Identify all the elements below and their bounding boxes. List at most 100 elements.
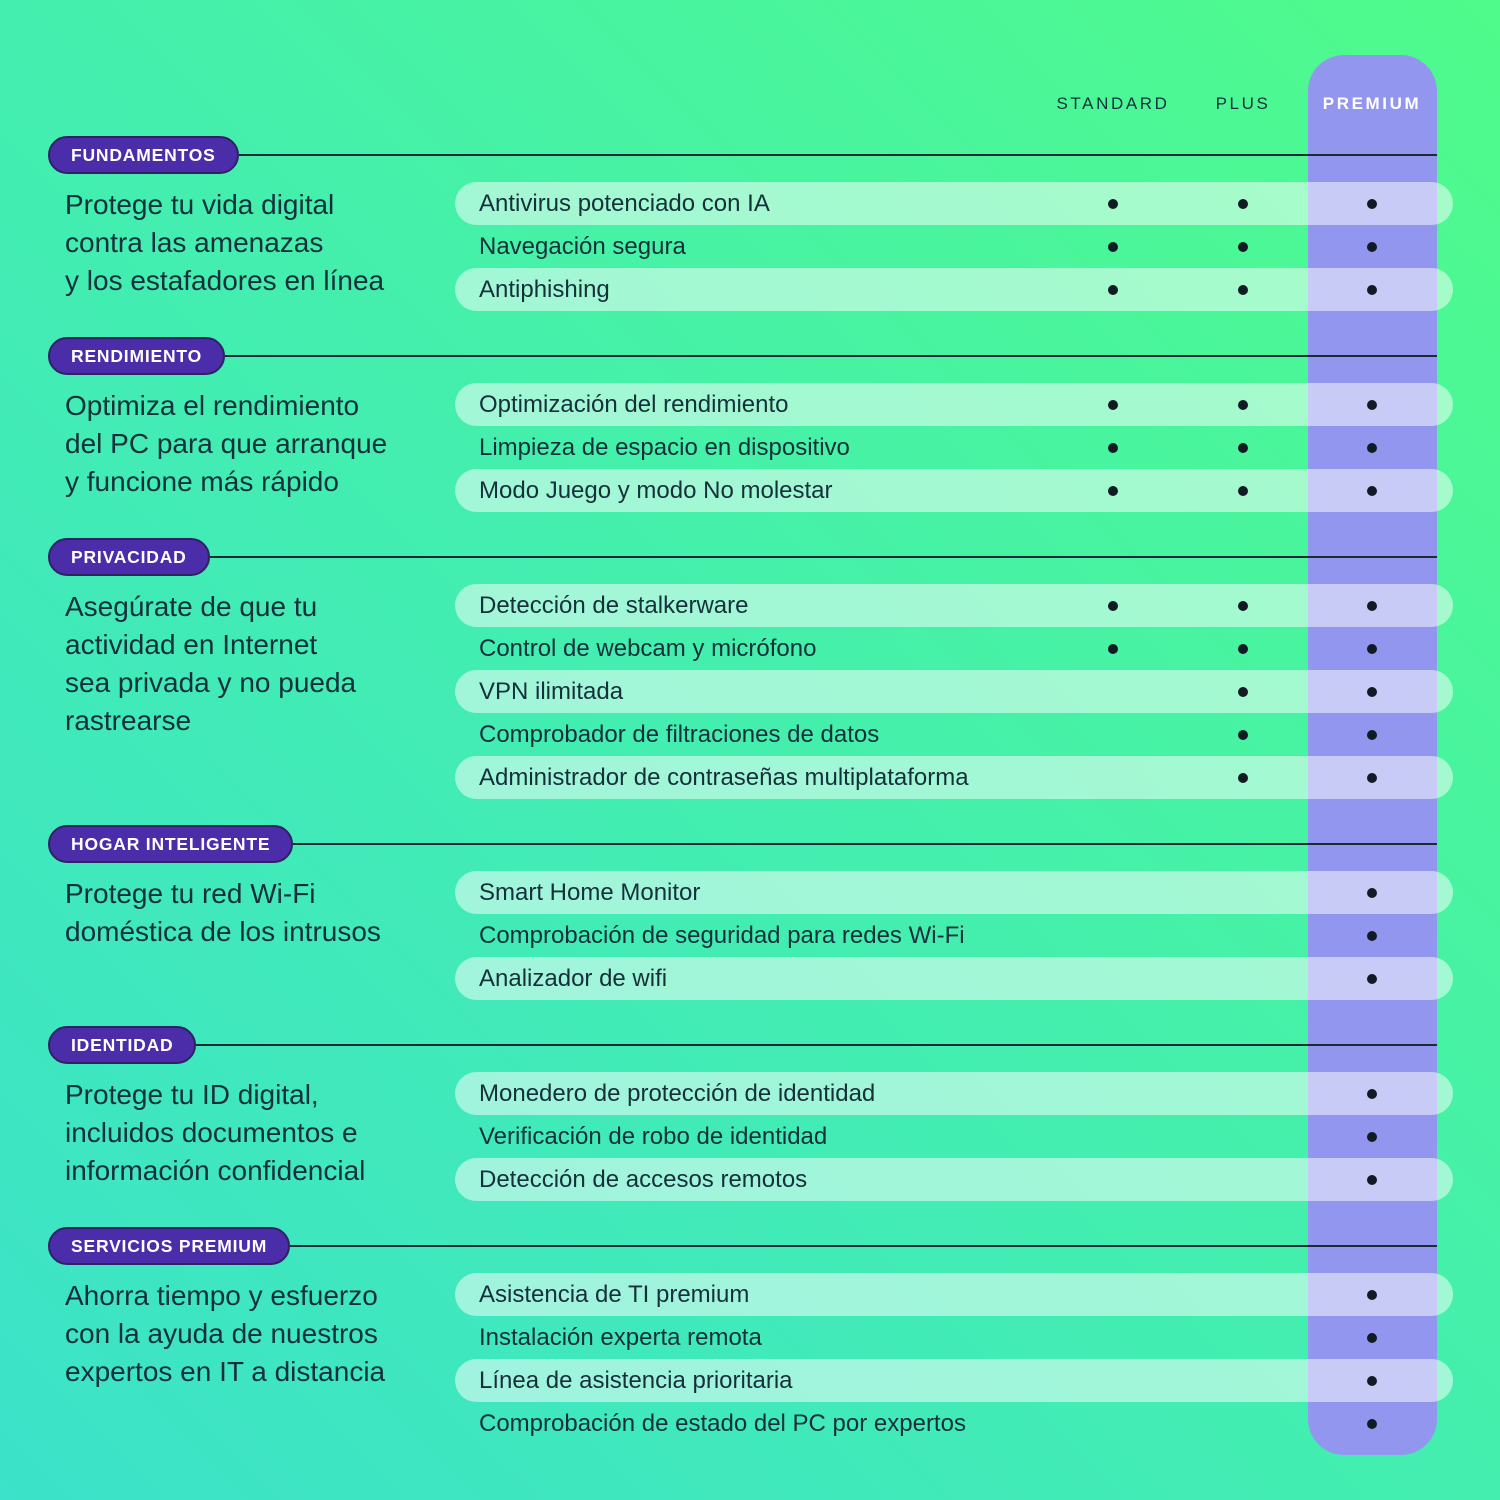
section-body: Optimiza el rendimiento del PC para que … xyxy=(48,383,1453,512)
section-badge: FUNDAMENTOS xyxy=(48,136,239,174)
feature-row: Analizador de wifi xyxy=(455,957,1453,1000)
tier-dot-premium xyxy=(1367,930,1377,941)
feature-row: Navegación segura xyxy=(455,225,1453,268)
tier-dot-standard xyxy=(1108,399,1118,410)
feature-label: Monedero de protección de identidad xyxy=(479,1079,876,1107)
tier-dot-premium xyxy=(1367,442,1377,453)
feature-label: Comprobación de estado del PC por expert… xyxy=(479,1409,966,1437)
plan-header-standard: STANDARD xyxy=(1056,94,1170,113)
section-description: Asegúrate de que tu actividad en Interne… xyxy=(65,591,357,736)
tier-dot-premium xyxy=(1367,1131,1377,1142)
section-badge-row: RENDIMIENTO xyxy=(48,337,1453,375)
tier-dot-premium xyxy=(1367,1088,1377,1099)
feature-label: Comprobación de seguridad para redes Wi-… xyxy=(479,921,965,949)
feature-label: Smart Home Monitor xyxy=(479,878,701,906)
feature-rows: Smart Home Monitor Comprobación de segur… xyxy=(455,871,1453,1000)
tier-dot-plus xyxy=(1238,198,1248,209)
tier-dot-premium xyxy=(1367,729,1377,740)
feature-row: Detección de accesos remotos xyxy=(455,1158,1453,1201)
tier-dot-standard xyxy=(1108,600,1118,611)
section-badge-row: PRIVACIDAD xyxy=(48,538,1453,576)
tier-dot-plus xyxy=(1238,729,1248,740)
section-divider-line xyxy=(238,154,1437,156)
section-divider-line xyxy=(224,355,1437,357)
section-description: Protege tu red Wi-Fi doméstica de los in… xyxy=(65,878,381,947)
feature-row: Comprobación de seguridad para redes Wi-… xyxy=(455,914,1453,957)
tier-dot-premium xyxy=(1367,643,1377,654)
feature-label: Detección de accesos remotos xyxy=(479,1165,808,1193)
feature-row: Smart Home Monitor xyxy=(455,871,1453,914)
tier-dot-plus xyxy=(1238,241,1248,252)
tier-dot-premium xyxy=(1367,973,1377,984)
tier-dot-plus xyxy=(1238,442,1248,453)
plan-headers: STANDARD PLUS PREMIUM xyxy=(48,0,1453,136)
section-badge-row: FUNDAMENTOS xyxy=(48,136,1453,174)
tier-dot-plus xyxy=(1238,485,1248,496)
section-badge: RENDIMIENTO xyxy=(48,337,225,375)
feature-label: Modo Juego y modo No molestar xyxy=(479,476,833,504)
section-description: Optimiza el rendimiento del PC para que … xyxy=(65,390,388,497)
feature-rows: Antivirus potenciado con IA Navegación s… xyxy=(455,182,1453,311)
tier-dot-premium xyxy=(1367,1332,1377,1343)
feature-rows: Optimización del rendimiento Limpieza de… xyxy=(455,383,1453,512)
feature-row: Limpieza de espacio en dispositivo xyxy=(455,426,1453,469)
feature-row: Línea de asistencia prioritaria xyxy=(455,1359,1453,1402)
tier-dot-standard xyxy=(1108,442,1118,453)
tier-dot-plus xyxy=(1238,772,1248,783)
tier-dot-premium xyxy=(1367,686,1377,697)
section-badge-row: HOGAR INTELIGENTE xyxy=(48,825,1453,863)
section-fundamentos: FUNDAMENTOS Protege tu vida digital cont… xyxy=(48,136,1453,311)
tier-dot-standard xyxy=(1108,284,1118,295)
section-rendimiento: RENDIMIENTO Optimiza el rendimiento del … xyxy=(48,337,1453,512)
plan-header-premium: PREMIUM xyxy=(1322,94,1422,113)
feature-row: Optimización del rendimiento xyxy=(455,383,1453,426)
tier-dot-premium xyxy=(1367,1418,1377,1429)
feature-label: Verificación de robo de identidad xyxy=(479,1122,828,1150)
plan-header-plus: PLUS xyxy=(1215,94,1271,113)
section-divider-line xyxy=(209,556,1437,558)
section-badge-row: IDENTIDAD xyxy=(48,1026,1453,1064)
section-divider-line xyxy=(293,843,1437,845)
feature-row: Comprobador de filtraciones de datos xyxy=(455,713,1453,756)
section-badge: HOGAR INTELIGENTE xyxy=(48,825,294,863)
feature-row: Detección de stalkerware xyxy=(455,584,1453,627)
section-body: Ahorra tiempo y esfuerzo con la ayuda de… xyxy=(48,1273,1453,1445)
section-description: Protege tu ID digital, incluidos documen… xyxy=(65,1079,366,1186)
feature-row: Instalación experta remota xyxy=(455,1316,1453,1359)
tier-dot-premium xyxy=(1367,1289,1377,1300)
comparison-table: STANDARD PLUS PREMIUM FUNDAMENTOS Proteg… xyxy=(48,0,1453,1471)
feature-label: Administrador de contraseñas multiplataf… xyxy=(479,763,969,791)
tier-dot-premium xyxy=(1367,887,1377,898)
feature-row: Antiphishing xyxy=(455,268,1453,311)
section-badge: SERVICIOS PREMIUM xyxy=(48,1227,291,1265)
section-divider-line xyxy=(196,1044,1437,1046)
feature-row: Verificación de robo de identidad xyxy=(455,1115,1453,1158)
section-divider-line xyxy=(290,1245,1437,1247)
tier-dot-premium xyxy=(1367,241,1377,252)
tier-dot-premium xyxy=(1367,485,1377,496)
tier-dot-standard xyxy=(1108,643,1118,654)
feature-rows: Asistencia de TI premium Instalación exp… xyxy=(455,1273,1453,1445)
tier-dot-premium xyxy=(1367,399,1377,410)
tier-dot-standard xyxy=(1108,198,1118,209)
feature-row: Comprobación de estado del PC por expert… xyxy=(455,1402,1453,1445)
tier-dot-plus xyxy=(1238,643,1248,654)
section-description: Protege tu vida digital contra las amena… xyxy=(65,189,385,296)
section-body: Asegúrate de que tu actividad en Interne… xyxy=(48,584,1453,799)
tier-dot-plus xyxy=(1238,284,1248,295)
feature-row: Modo Juego y modo No molestar xyxy=(455,469,1453,512)
feature-row: Control de webcam y micrófono xyxy=(455,627,1453,670)
tier-dot-premium xyxy=(1367,772,1377,783)
tier-dot-premium xyxy=(1367,198,1377,209)
feature-label: Navegación segura xyxy=(479,232,686,260)
feature-rows: Detección de stalkerware Control de webc… xyxy=(455,584,1453,799)
section-body: Protege tu red Wi-Fi doméstica de los in… xyxy=(48,871,1453,1000)
section-description: Ahorra tiempo y esfuerzo con la ayuda de… xyxy=(65,1280,386,1387)
feature-label: Antiphishing xyxy=(479,275,610,303)
feature-row: Antivirus potenciado con IA xyxy=(455,182,1453,225)
section-body: Protege tu vida digital contra las amena… xyxy=(48,182,1453,311)
feature-label: Control de webcam y micrófono xyxy=(479,634,817,662)
feature-label: Limpieza de espacio en dispositivo xyxy=(479,433,850,461)
feature-label: Analizador de wifi xyxy=(479,964,668,992)
tier-dot-premium xyxy=(1367,1174,1377,1185)
